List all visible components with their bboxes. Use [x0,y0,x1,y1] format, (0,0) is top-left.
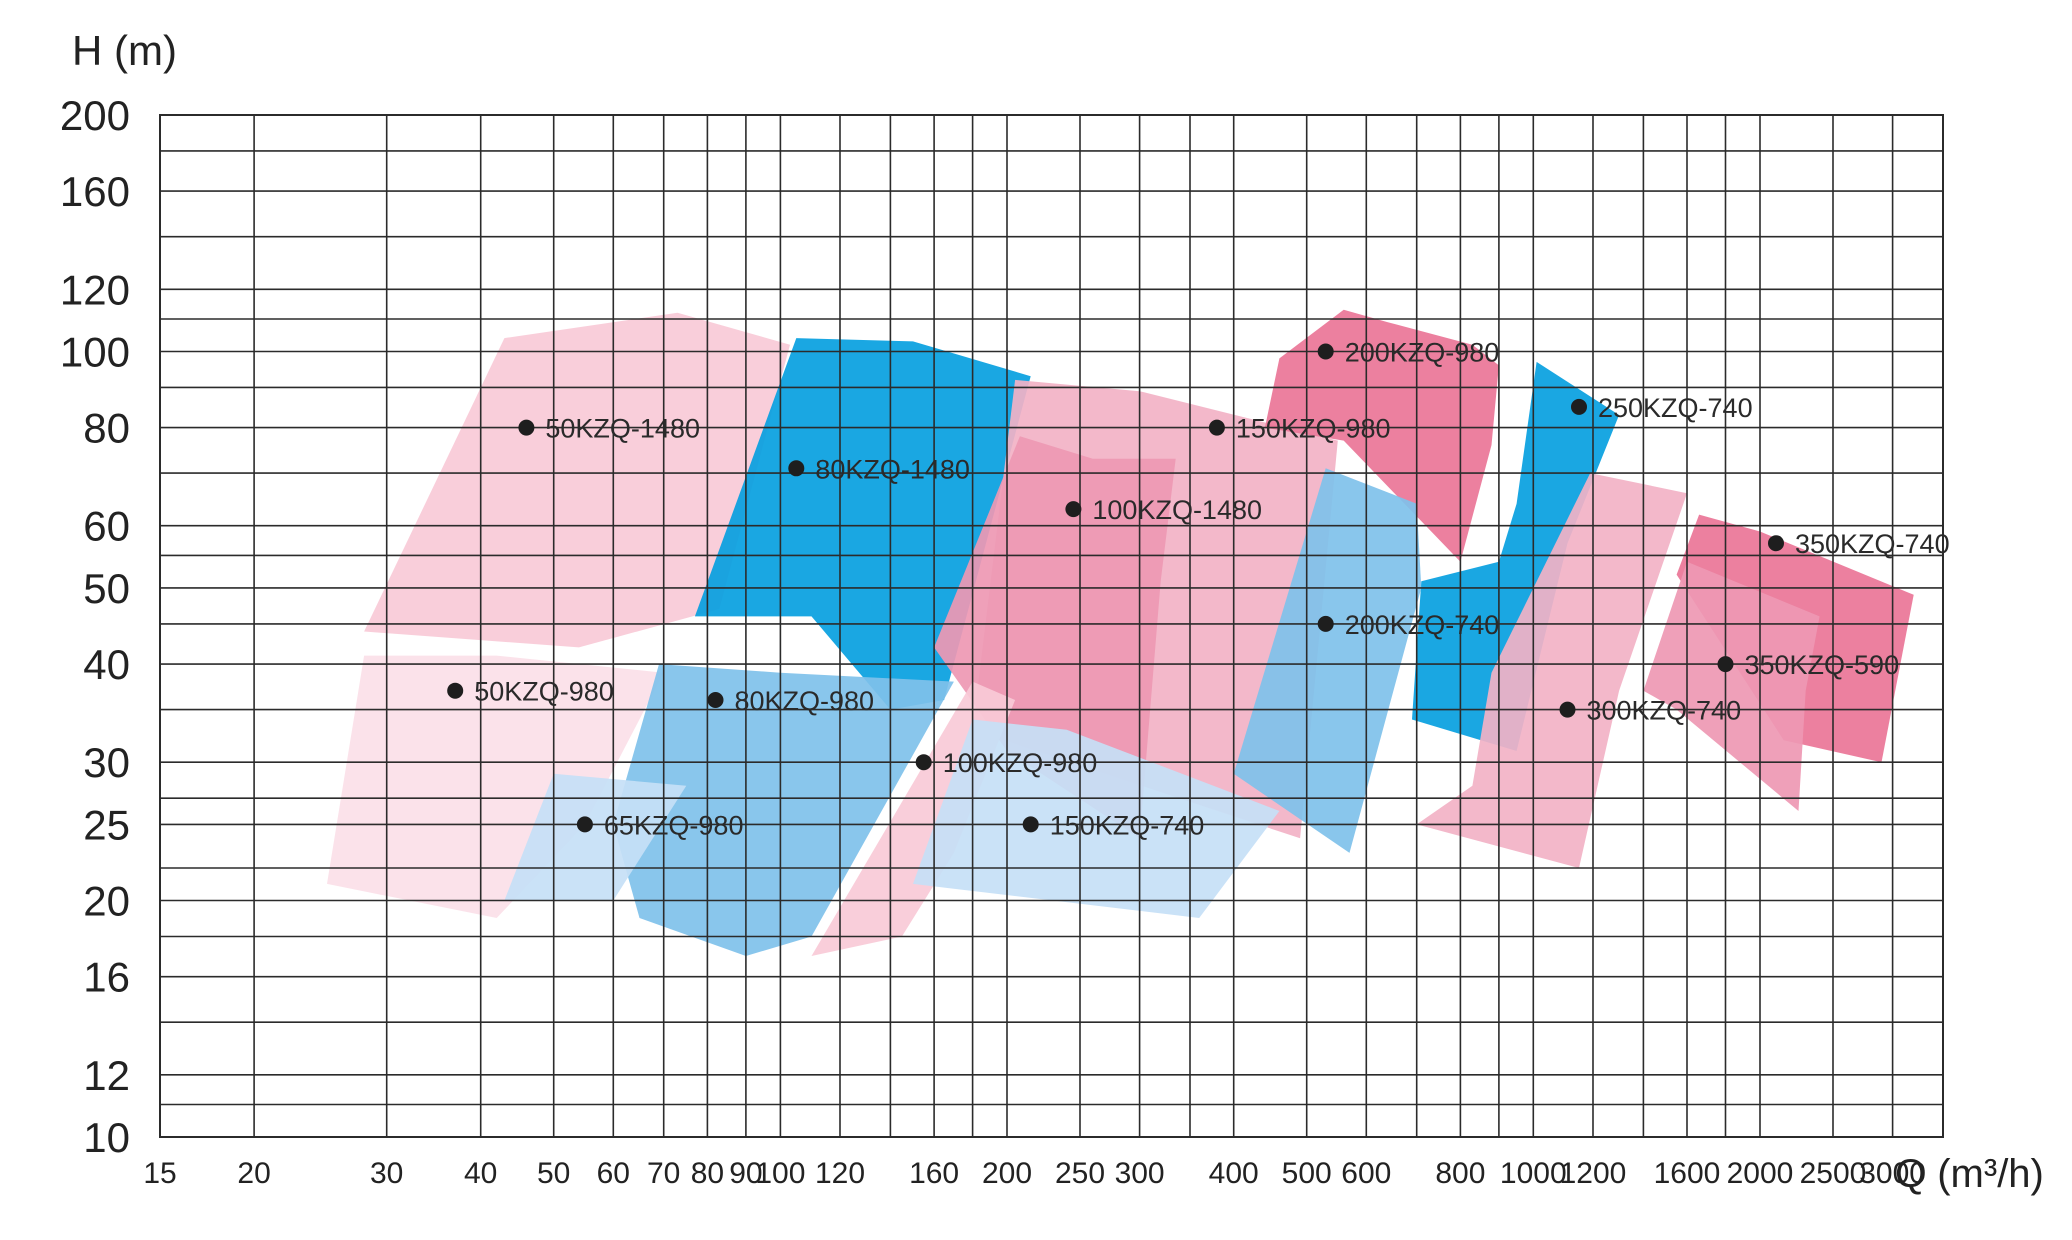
y-tick-80: 80 [83,405,130,452]
x-tick-200: 200 [982,1157,1032,1190]
marker-100kzq-980 [915,754,932,771]
label-300kzq-740: 300KZQ-740 [1587,696,1742,726]
x-tick-1200: 1200 [1560,1157,1627,1190]
marker-80kzq-1480 [788,460,805,477]
x-tick-1600: 1600 [1654,1157,1721,1190]
x-tick-600: 600 [1341,1157,1391,1190]
y-tick-160: 160 [60,168,130,215]
label-200kzq-740: 200KZQ-740 [1345,610,1500,640]
x-tick-400: 400 [1209,1157,1259,1190]
x-tick-3000: 3000 [1859,1157,1926,1190]
y-tick-60: 60 [83,503,130,550]
x-tick-30: 30 [370,1157,403,1190]
label-80kzq-1480: 80KZQ-1480 [815,454,970,484]
region-50kzq-980 [327,655,664,918]
marker-50kzq-980 [447,682,464,699]
label-100kzq-1480: 100KZQ-1480 [1092,495,1262,525]
region-65kzq-980 [504,773,687,901]
x-tick-2500: 2500 [1800,1157,1867,1190]
label-50kzq-1480: 50KZQ-1480 [545,414,700,444]
y-tick-30: 30 [83,739,130,786]
x-tick-90: 90 [729,1157,762,1190]
label-100kzq-980: 100KZQ-980 [943,748,1098,778]
label-150kzq-740: 150KZQ-740 [1050,810,1205,840]
y-tick-10: 10 [83,1114,130,1161]
x-tick-160: 160 [909,1157,959,1190]
marker-350kzq-740 [1768,535,1784,552]
x-tick-250: 250 [1055,1157,1105,1190]
marker-300kzq-740 [1559,701,1576,718]
x-tick-500: 500 [1282,1157,1332,1190]
x-tick-15: 15 [143,1157,176,1190]
label-80kzq-980: 80KZQ-980 [735,686,875,716]
label-350kzq-740: 350KZQ-740 [1795,529,1950,559]
marker-50kzq-1480 [518,419,535,436]
x-tick-800: 800 [1435,1157,1485,1190]
marker-150kzq-980 [1208,419,1225,436]
region-100kzq-1480 [934,436,1176,839]
region-250kzq-740 [1412,361,1620,751]
y-tick-16: 16 [83,954,130,1001]
pump-markers: 50KZQ-1480 80KZQ-1480 150KZQ-980 100KZQ-148… [447,338,1950,840]
label-350kzq-590: 350KZQ-590 [1745,650,1900,680]
x-tick-70: 70 [647,1157,680,1190]
label-50kzq-980: 50KZQ-980 [474,677,614,707]
x-tick-1000: 1000 [1500,1157,1567,1190]
region-50kzq-1480 [364,312,790,648]
y-tick-20: 20 [83,878,130,925]
y-axis-label: H (m) [72,27,177,74]
x-tick-60: 60 [597,1157,630,1190]
y-tick-100: 100 [60,329,130,376]
x-tick-120: 120 [815,1157,865,1190]
y-tick-50: 50 [83,565,130,612]
label-65kzq-980: 65KZQ-980 [604,810,744,840]
x-tick-100: 100 [755,1157,805,1190]
x-tick-300: 300 [1115,1157,1165,1190]
label-200kzq-980: 200KZQ-980 [1345,338,1500,368]
x-tick-2000: 2000 [1727,1157,1794,1190]
y-tick-12: 12 [83,1052,130,1099]
marker-150kzq-740 [1022,816,1039,833]
marker-350kzq-590 [1717,656,1734,673]
y-tick-labels: 200 160 120 100 80 60 50 40 30 25 20 16 12 10 [60,92,130,1161]
region-200kzq-980 [1264,309,1499,562]
plot-frame [159,114,1944,1138]
y-tick-200: 200 [60,92,130,139]
marker-80kzq-980 [707,692,724,708]
x-tick-20: 20 [237,1157,270,1190]
marker-200kzq-740 [1317,615,1334,632]
marker-65kzq-980 [576,816,593,833]
y-tick-40: 40 [83,641,130,688]
grid [159,114,1944,1138]
x-tick-50: 50 [537,1157,570,1190]
label-250kzq-740: 250KZQ-740 [1598,393,1753,423]
y-tick-25: 25 [83,801,130,848]
region-300kzq-740 [1416,473,1687,868]
y-tick-120: 120 [60,266,130,313]
marker-200kzq-980 [1317,343,1334,360]
marker-250kzq-740 [1571,398,1587,415]
region-200kzq-740 [1233,468,1422,853]
x-tick-40: 40 [464,1157,497,1190]
label-150kzq-980: 150KZQ-980 [1236,414,1391,444]
marker-100kzq-1480 [1065,501,1082,518]
x-tick-80: 80 [691,1157,724,1190]
x-axis-label: Q (m³/h) [1895,1152,2044,1196]
region-80kzq-980 [613,664,954,956]
